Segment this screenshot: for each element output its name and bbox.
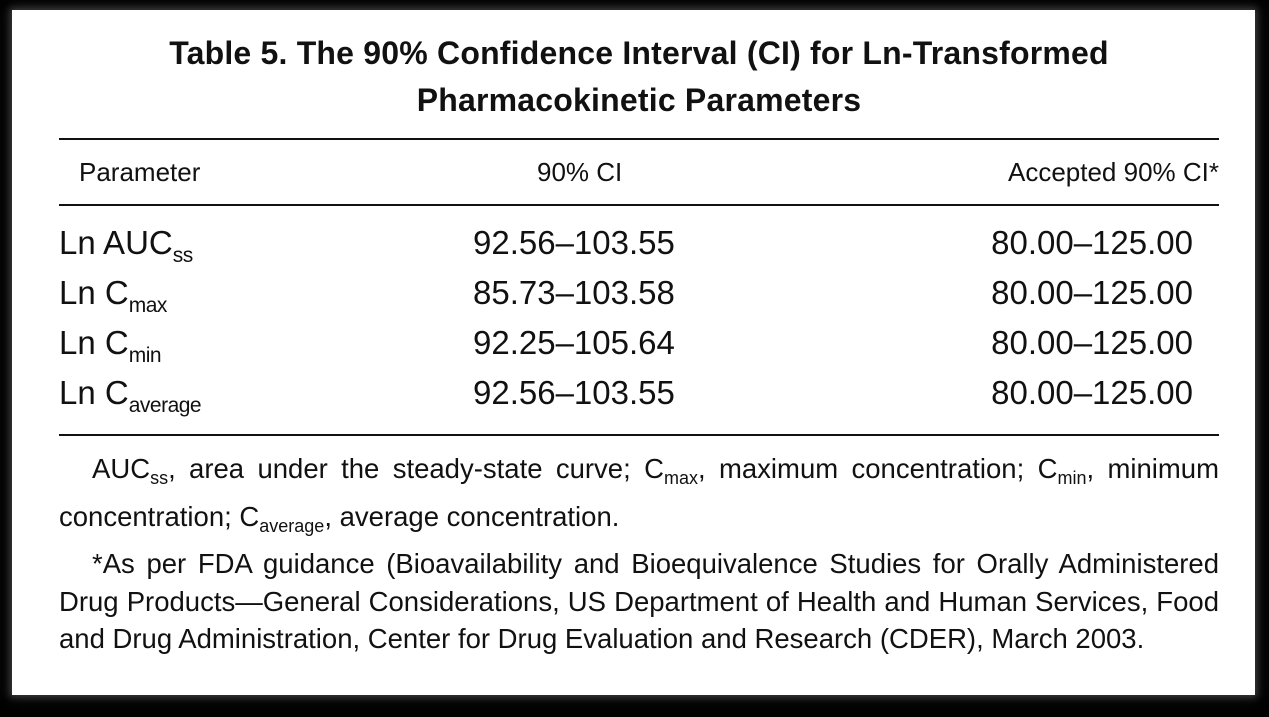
abbr-auc-definition: , area under the steady-state curve; (168, 453, 645, 484)
row-accepted-ci: 80.00–125.00 (991, 324, 1193, 361)
abbr-auc: AUC (92, 453, 151, 484)
abbr-cmin-definition: , minimum concentration; (59, 453, 1220, 532)
row-accepted-ci: 80.00–125.00 (991, 224, 1193, 261)
parameter-name: Ln C (59, 374, 129, 411)
header-rule (59, 204, 1219, 206)
row-ci: 92.25–105.64 (473, 324, 675, 361)
bottom-rule (59, 434, 1219, 436)
table-header-row: Parameter 90% CI Accepted 90% CI* (59, 140, 1219, 204)
parameter-name: Ln AUC (59, 224, 173, 261)
row-ci: 92.56–103.55 (473, 374, 675, 411)
abbr-cmin-subscript: min (1057, 468, 1087, 488)
table-row: Ln Caverage 92.56–103.55 80.00–125.00 (59, 374, 1219, 424)
parameter-name: Ln C (59, 324, 129, 361)
table-body: Ln AUCss 92.56–103.55 80.00–125.00 Ln Cm… (59, 206, 1219, 434)
abbr-caverage-subscript: average (259, 515, 325, 536)
row-accepted-ci: 80.00–125.00 (991, 374, 1193, 411)
parameter-subscript: average (128, 394, 202, 417)
abbr-auc-subscript: ss (150, 468, 169, 488)
parameter-subscript: ss (172, 244, 194, 267)
document-frame: Table 5. The 90% Confidence Interval (CI… (12, 10, 1255, 695)
abbr-cmin: C (1037, 453, 1058, 484)
row-parameter: Ln Caverage (59, 374, 202, 418)
table-notes: AUCss, area under the steady-state curve… (59, 450, 1219, 658)
row-parameter: Ln AUCss (59, 224, 193, 268)
abbr-caverage-definition: , average concentration. (324, 500, 620, 532)
table-row: Ln Cmax 85.73–103.58 80.00–125.00 (59, 274, 1219, 324)
table-row: Ln AUCss 92.56–103.55 80.00–125.00 (59, 224, 1219, 274)
table-row: Ln Cmin 92.25–105.64 80.00–125.00 (59, 324, 1219, 374)
row-parameter: Ln Cmin (59, 324, 162, 368)
row-ci: 92.56–103.55 (473, 224, 675, 261)
header-parameter: Parameter (79, 157, 201, 187)
abbr-caverage: C (239, 500, 260, 532)
abbr-cmax-definition: , maximum concentration; (697, 453, 1038, 484)
table-title: Table 5. The 90% Confidence Interval (CI… (169, 35, 1109, 118)
parameter-subscript: min (128, 344, 162, 367)
abbr-cmax-subscript: max (663, 468, 698, 488)
header-90-ci: 90% CI (537, 157, 623, 187)
top-rule (59, 138, 1219, 140)
row-ci: 85.73–103.58 (473, 274, 675, 311)
abbr-cmax: C (644, 453, 664, 484)
row-parameter: Ln Cmax (59, 274, 167, 318)
parameter-name: Ln C (59, 274, 129, 311)
parameter-subscript: max (128, 294, 168, 317)
table-5: Table 5. The 90% Confidence Interval (CI… (59, 24, 1219, 658)
row-accepted-ci: 80.00–125.00 (991, 274, 1193, 311)
header-accepted-ci: Accepted 90% CI* (1007, 157, 1219, 187)
abbreviations-note: AUCss, area under the steady-state curve… (59, 450, 1219, 545)
fda-footnote: *As per FDA guidance (Bioavailability an… (59, 548, 1219, 654)
